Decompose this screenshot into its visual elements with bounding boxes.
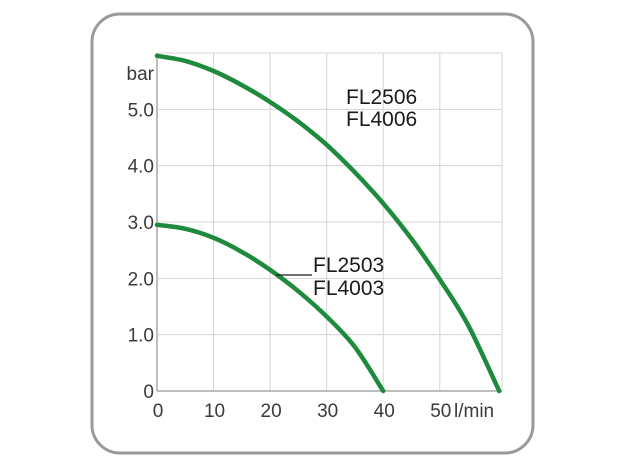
- y-tick-label: 0: [143, 382, 154, 403]
- x-tick-label: 20: [261, 401, 282, 422]
- x-tick-label: 10: [204, 401, 225, 422]
- x-tick-label: 0: [153, 401, 164, 422]
- y-tick-label: 3.0: [128, 213, 154, 234]
- series-line-0: [154, 53, 502, 394]
- x-tick-label: 40: [374, 401, 395, 422]
- series-lines: [154, 53, 502, 394]
- y-tick-label: 5.0: [128, 100, 154, 121]
- x-axis-label: l/min: [454, 401, 494, 422]
- x-tick-label: 30: [317, 401, 338, 422]
- series-label-low-line2: FL4003: [313, 277, 384, 300]
- series-line-1: [154, 222, 386, 394]
- y-axis-label: bar: [127, 64, 155, 85]
- series-label-high-line2: FL4006: [346, 108, 417, 131]
- y-tick-label: 4.0: [128, 157, 154, 178]
- y-tick-label: 2.0: [128, 269, 154, 290]
- series-label-high-line1: FL2506: [346, 86, 417, 109]
- tick-labels: 0 1.0 2.0 3.0 4.0 5.0 0 10 20 30 40 50: [128, 100, 452, 422]
- series-label-low-line1: FL2503: [313, 254, 384, 277]
- x-tick-label: 50: [430, 401, 451, 422]
- chart-frame: [90, 12, 535, 455]
- grid: [157, 52, 503, 391]
- y-tick-label: 1.0: [128, 326, 154, 347]
- axes: [156, 53, 502, 392]
